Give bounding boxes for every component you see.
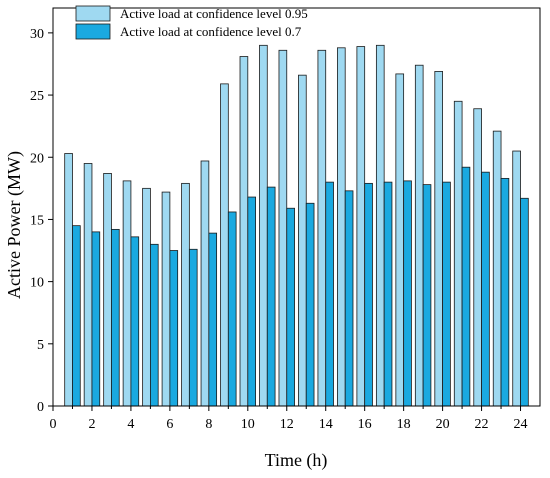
x-tick-label: 24 [514, 417, 528, 432]
legend-swatch [75, 5, 111, 22]
bar [103, 173, 112, 407]
bar [72, 225, 81, 407]
bar [259, 44, 268, 407]
bar [492, 130, 502, 407]
bar [414, 64, 424, 407]
bar [395, 73, 405, 407]
x-tick-label: 14 [319, 417, 333, 432]
y-axis-title: Active Power (MW) [4, 151, 25, 299]
x-tick-label: 0 [50, 417, 57, 432]
legend: Active load at confidence level 0.95 Acti… [75, 5, 308, 40]
bar [453, 100, 463, 407]
bar [149, 243, 159, 407]
bar [442, 181, 451, 407]
bar [344, 190, 354, 407]
x-tick-label: 22 [475, 417, 489, 432]
y-tick-label: 25 [30, 89, 44, 104]
bar [512, 150, 521, 407]
x-tick-label: 6 [166, 417, 173, 432]
x-tick-label: 18 [397, 417, 411, 432]
bar [142, 187, 151, 407]
bar [375, 44, 385, 407]
y-tick-label: 15 [30, 213, 44, 228]
bar [337, 47, 346, 407]
x-tick-label: 20 [436, 417, 450, 432]
bar [500, 177, 510, 407]
y-tick-label: 0 [37, 400, 44, 415]
bar [403, 180, 412, 407]
bar [91, 231, 101, 407]
legend-label: Active load at confidence level 0.95 [120, 6, 308, 21]
bar [356, 46, 366, 407]
bar [239, 56, 249, 407]
bar [481, 171, 490, 407]
bar [181, 182, 190, 407]
x-tick-label: 2 [88, 417, 95, 432]
bar [298, 74, 307, 407]
bar [161, 191, 171, 407]
bar [422, 184, 432, 407]
bar [473, 108, 482, 407]
bar [200, 160, 210, 407]
legend-swatch [75, 23, 111, 40]
y-tick-label: 10 [30, 276, 44, 291]
x-tick-label: 10 [241, 417, 255, 432]
legend-label: Active load at confidence level 0.7 [120, 24, 302, 39]
x-tick-label: 4 [127, 417, 134, 432]
bar [278, 49, 288, 407]
bar [317, 49, 327, 407]
bar [130, 236, 140, 407]
bar [461, 166, 471, 407]
bar [83, 163, 93, 407]
bar [325, 181, 334, 407]
bar [364, 182, 373, 407]
bar [208, 232, 218, 407]
bar [247, 196, 256, 407]
bar [286, 207, 295, 407]
bar [227, 211, 237, 407]
y-tick-label: 20 [30, 151, 44, 166]
bar [520, 197, 529, 407]
bar [188, 248, 198, 407]
bar [122, 180, 132, 407]
bar-series-group [64, 44, 529, 407]
bar [266, 186, 276, 407]
x-tick-label: 8 [205, 417, 212, 432]
bar [383, 181, 393, 407]
bar [111, 228, 120, 407]
x-tick-label: 12 [280, 417, 294, 432]
x-tick-label: 16 [358, 417, 372, 432]
bar [169, 250, 179, 407]
bar [434, 71, 443, 407]
bar [64, 153, 73, 407]
y-tick-label: 5 [37, 338, 44, 353]
bar [305, 202, 315, 407]
x-axis-title: Time (h) [265, 450, 328, 471]
bar [220, 83, 229, 407]
y-tick-label: 30 [30, 27, 44, 42]
